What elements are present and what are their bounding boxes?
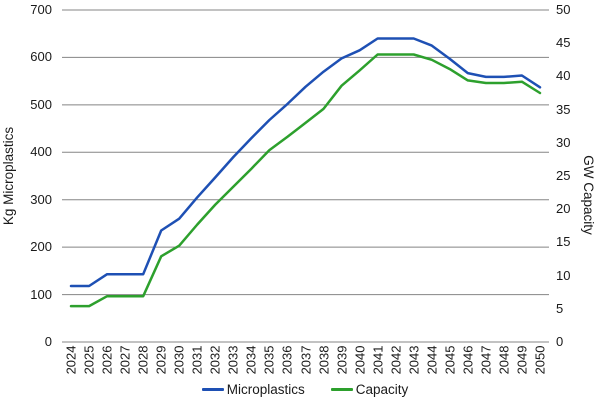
microplastics-line [69, 37, 542, 288]
right-y-tick-label: 20 [556, 201, 571, 217]
left-y-tick-label: 400 [30, 144, 52, 160]
legend-label-capacity: Capacity [355, 382, 409, 397]
x-tick-label: 2026 [99, 345, 115, 375]
x-tick-label: 2025 [81, 345, 97, 375]
capacity-line-swatch [330, 388, 353, 391]
right-y-tick-label: 10 [556, 267, 571, 283]
x-tick-label: 2033 [225, 345, 241, 375]
x-tick-label: 2041 [370, 345, 386, 375]
x-tick-label: 2031 [189, 345, 205, 375]
x-tick-label: 2036 [279, 345, 295, 375]
left-y-tick-label: 600 [30, 49, 52, 65]
capacity-line [69, 53, 542, 308]
right-y-tick-label: 50 [556, 2, 571, 17]
x-tick-label: 2034 [243, 345, 259, 375]
x-tick-label: 2024 [63, 345, 79, 375]
x-tick-label: 2029 [153, 345, 169, 375]
legend-item-microplastics: Microplastics [201, 382, 305, 397]
right-y-tick-label: 30 [556, 134, 571, 150]
legend-label-microplastics: Microplastics [226, 382, 305, 397]
x-tick-label: 2045 [442, 345, 458, 375]
x-tick-label: 2037 [298, 345, 313, 375]
x-tick-label: 2046 [460, 345, 476, 375]
x-tick-label: 2028 [135, 345, 151, 375]
x-tick-label: 2050 [532, 345, 548, 375]
left-y-tick-label: 100 [30, 286, 52, 302]
x-tick-label: 2044 [424, 345, 440, 375]
right-y-tick-label: 45 [556, 35, 571, 51]
x-tick-label: 2039 [334, 345, 350, 375]
x-tick-label: 2030 [171, 345, 187, 375]
legend-item-capacity: Capacity [330, 382, 409, 397]
x-tick-label: 2038 [316, 345, 332, 375]
left-y-tick-label: 300 [30, 191, 52, 207]
x-tick-label: 2040 [352, 345, 368, 375]
right-y-tick-label: 25 [556, 168, 571, 183]
x-tick-label: 2049 [514, 345, 530, 375]
legend: Microplastics Capacity [0, 382, 600, 397]
x-tick-label: 2035 [261, 345, 277, 375]
x-tick-label: 2047 [478, 345, 494, 375]
x-tick-label: 2042 [388, 345, 404, 375]
x-tick-label: 2048 [496, 345, 512, 375]
x-tick-label: 2032 [207, 345, 223, 375]
x-tick-label: 2027 [117, 345, 133, 375]
right-y-tick-label: 35 [556, 101, 571, 117]
left-y-tick-label: 0 [44, 334, 52, 349]
right-y-tick-label: 40 [556, 68, 571, 84]
right-y-tick-label: 5 [556, 300, 564, 316]
right-y-tick-label: 15 [556, 234, 571, 250]
left-y-tick-label: 200 [30, 239, 52, 255]
x-tick-label: 2043 [406, 345, 422, 375]
left-y-tick-label: 500 [30, 96, 52, 112]
right-y-tick-label: 0 [556, 334, 564, 349]
left-y-tick-label: 700 [30, 2, 52, 17]
microplastics-line-swatch [201, 388, 224, 391]
